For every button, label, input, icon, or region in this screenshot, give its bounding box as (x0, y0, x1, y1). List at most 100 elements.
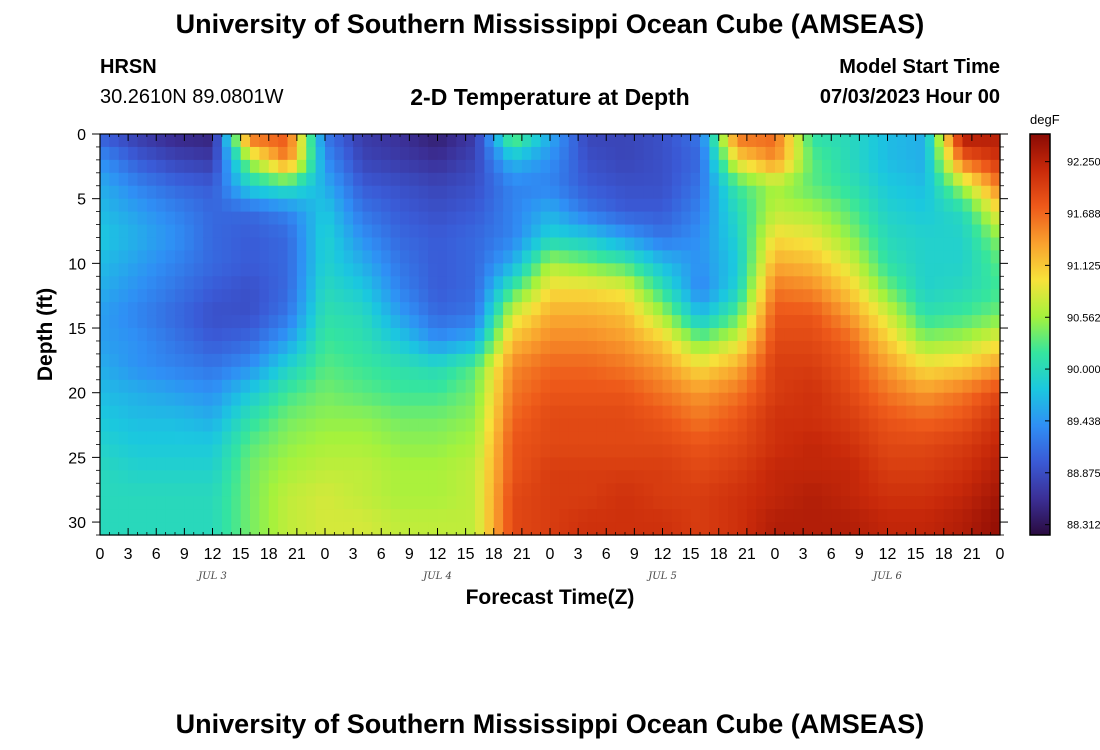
heatmap-cell (568, 172, 579, 187)
heatmap-cell (728, 353, 739, 368)
heatmap-cell (156, 379, 167, 394)
heatmap-cell (362, 134, 373, 148)
heatmap-cell (859, 276, 870, 290)
heatmap-cell (868, 198, 879, 213)
heatmap-cell (550, 509, 560, 523)
heatmap-cell (559, 340, 570, 355)
heatmap-cell (746, 328, 757, 342)
x-tick-label: 6 (152, 546, 161, 563)
heatmap-cell (175, 315, 185, 329)
heatmap-cell (109, 172, 120, 187)
heatmap-cell (409, 146, 420, 161)
heatmap-cell (850, 263, 860, 277)
heatmap-cell (671, 405, 682, 420)
heatmap-cell (100, 457, 110, 471)
heatmap-cell (887, 405, 898, 420)
heatmap-cell (887, 237, 898, 252)
heatmap-cell (428, 470, 439, 484)
heatmap-cell (587, 198, 598, 213)
heatmap-cell (475, 328, 485, 342)
heatmap-cell (137, 444, 148, 458)
heatmap-cell (456, 302, 467, 316)
heatmap-cell (728, 483, 739, 497)
heatmap-cell (643, 185, 654, 200)
heatmap-cell (821, 250, 832, 264)
heatmap-cell (681, 315, 692, 329)
heatmap-cell (737, 159, 748, 174)
heatmap-cell (915, 198, 926, 213)
heatmap-cell (971, 379, 982, 394)
heatmap-cell (531, 224, 542, 239)
heatmap-cell (775, 289, 785, 303)
heatmap-cell (175, 522, 185, 536)
heatmap-cell (587, 405, 598, 420)
heatmap-cell (793, 379, 804, 394)
heatmap-cell (146, 315, 157, 329)
heatmap-cell (784, 146, 795, 161)
heatmap-cell (840, 509, 851, 523)
x-tick-label: 0 (96, 546, 105, 563)
heatmap-cell (859, 328, 870, 342)
heatmap-cell (821, 418, 832, 433)
heatmap-cell (175, 289, 185, 303)
heatmap-cell (718, 289, 729, 303)
heatmap-cell (709, 250, 720, 264)
heatmap-cell (456, 185, 467, 200)
heatmap-cell (268, 211, 279, 226)
heatmap-cell (915, 431, 926, 446)
heatmap-cell (681, 159, 692, 174)
heatmap-cell (840, 134, 851, 148)
heatmap-cell (934, 496, 945, 510)
heatmap-cell (493, 224, 504, 239)
heatmap-cell (287, 289, 298, 303)
heatmap-cell (700, 302, 710, 316)
heatmap-cell (100, 328, 110, 342)
heatmap-cell (418, 146, 429, 161)
heatmap-cell (446, 457, 457, 471)
heatmap-cell (587, 392, 598, 407)
heatmap-cell (325, 522, 335, 536)
heatmap-cell (362, 250, 373, 264)
heatmap-cell (681, 302, 692, 316)
heatmap-cell (334, 405, 345, 420)
heatmap-cell (343, 237, 354, 252)
heatmap-cell (456, 172, 467, 187)
heatmap-cell (315, 457, 326, 471)
heatmap-cell (184, 483, 195, 497)
heatmap-cell (596, 224, 607, 239)
heatmap-cell (953, 366, 964, 381)
heatmap-cell (728, 470, 739, 484)
heatmap-cell (475, 366, 485, 381)
heatmap-cell (428, 457, 439, 471)
heatmap-cell (756, 172, 767, 187)
heatmap-cell (250, 353, 260, 368)
heatmap-cell (887, 444, 898, 458)
heatmap-cell (231, 159, 242, 174)
heatmap-cell (175, 211, 185, 226)
heatmap-cell (287, 366, 298, 381)
heatmap-cell (521, 379, 532, 394)
heatmap-cell (793, 289, 804, 303)
heatmap-cell (371, 276, 382, 290)
heatmap-cell (662, 431, 673, 446)
heatmap-cell (118, 457, 129, 471)
heatmap-cell (728, 340, 739, 355)
heatmap-cell (925, 405, 935, 420)
heatmap-cell (981, 353, 992, 368)
heatmap-cell (540, 146, 551, 161)
heatmap-cell (878, 302, 889, 316)
heatmap-cell (521, 250, 532, 264)
heatmap-cell (325, 418, 335, 433)
heatmap-cell (850, 315, 860, 329)
heatmap-cell (559, 302, 570, 316)
heatmap-cell (981, 146, 992, 161)
heatmap-cell (990, 483, 1001, 497)
heatmap-cell (278, 302, 289, 316)
heatmap-cell (681, 522, 692, 536)
heatmap-cell (315, 470, 326, 484)
heatmap-cell (259, 276, 270, 290)
heatmap-cell (306, 353, 317, 368)
colorbar-tick-label: 89.438 (1067, 416, 1100, 428)
heatmap-cell (615, 302, 626, 316)
heatmap-cell (165, 340, 176, 355)
